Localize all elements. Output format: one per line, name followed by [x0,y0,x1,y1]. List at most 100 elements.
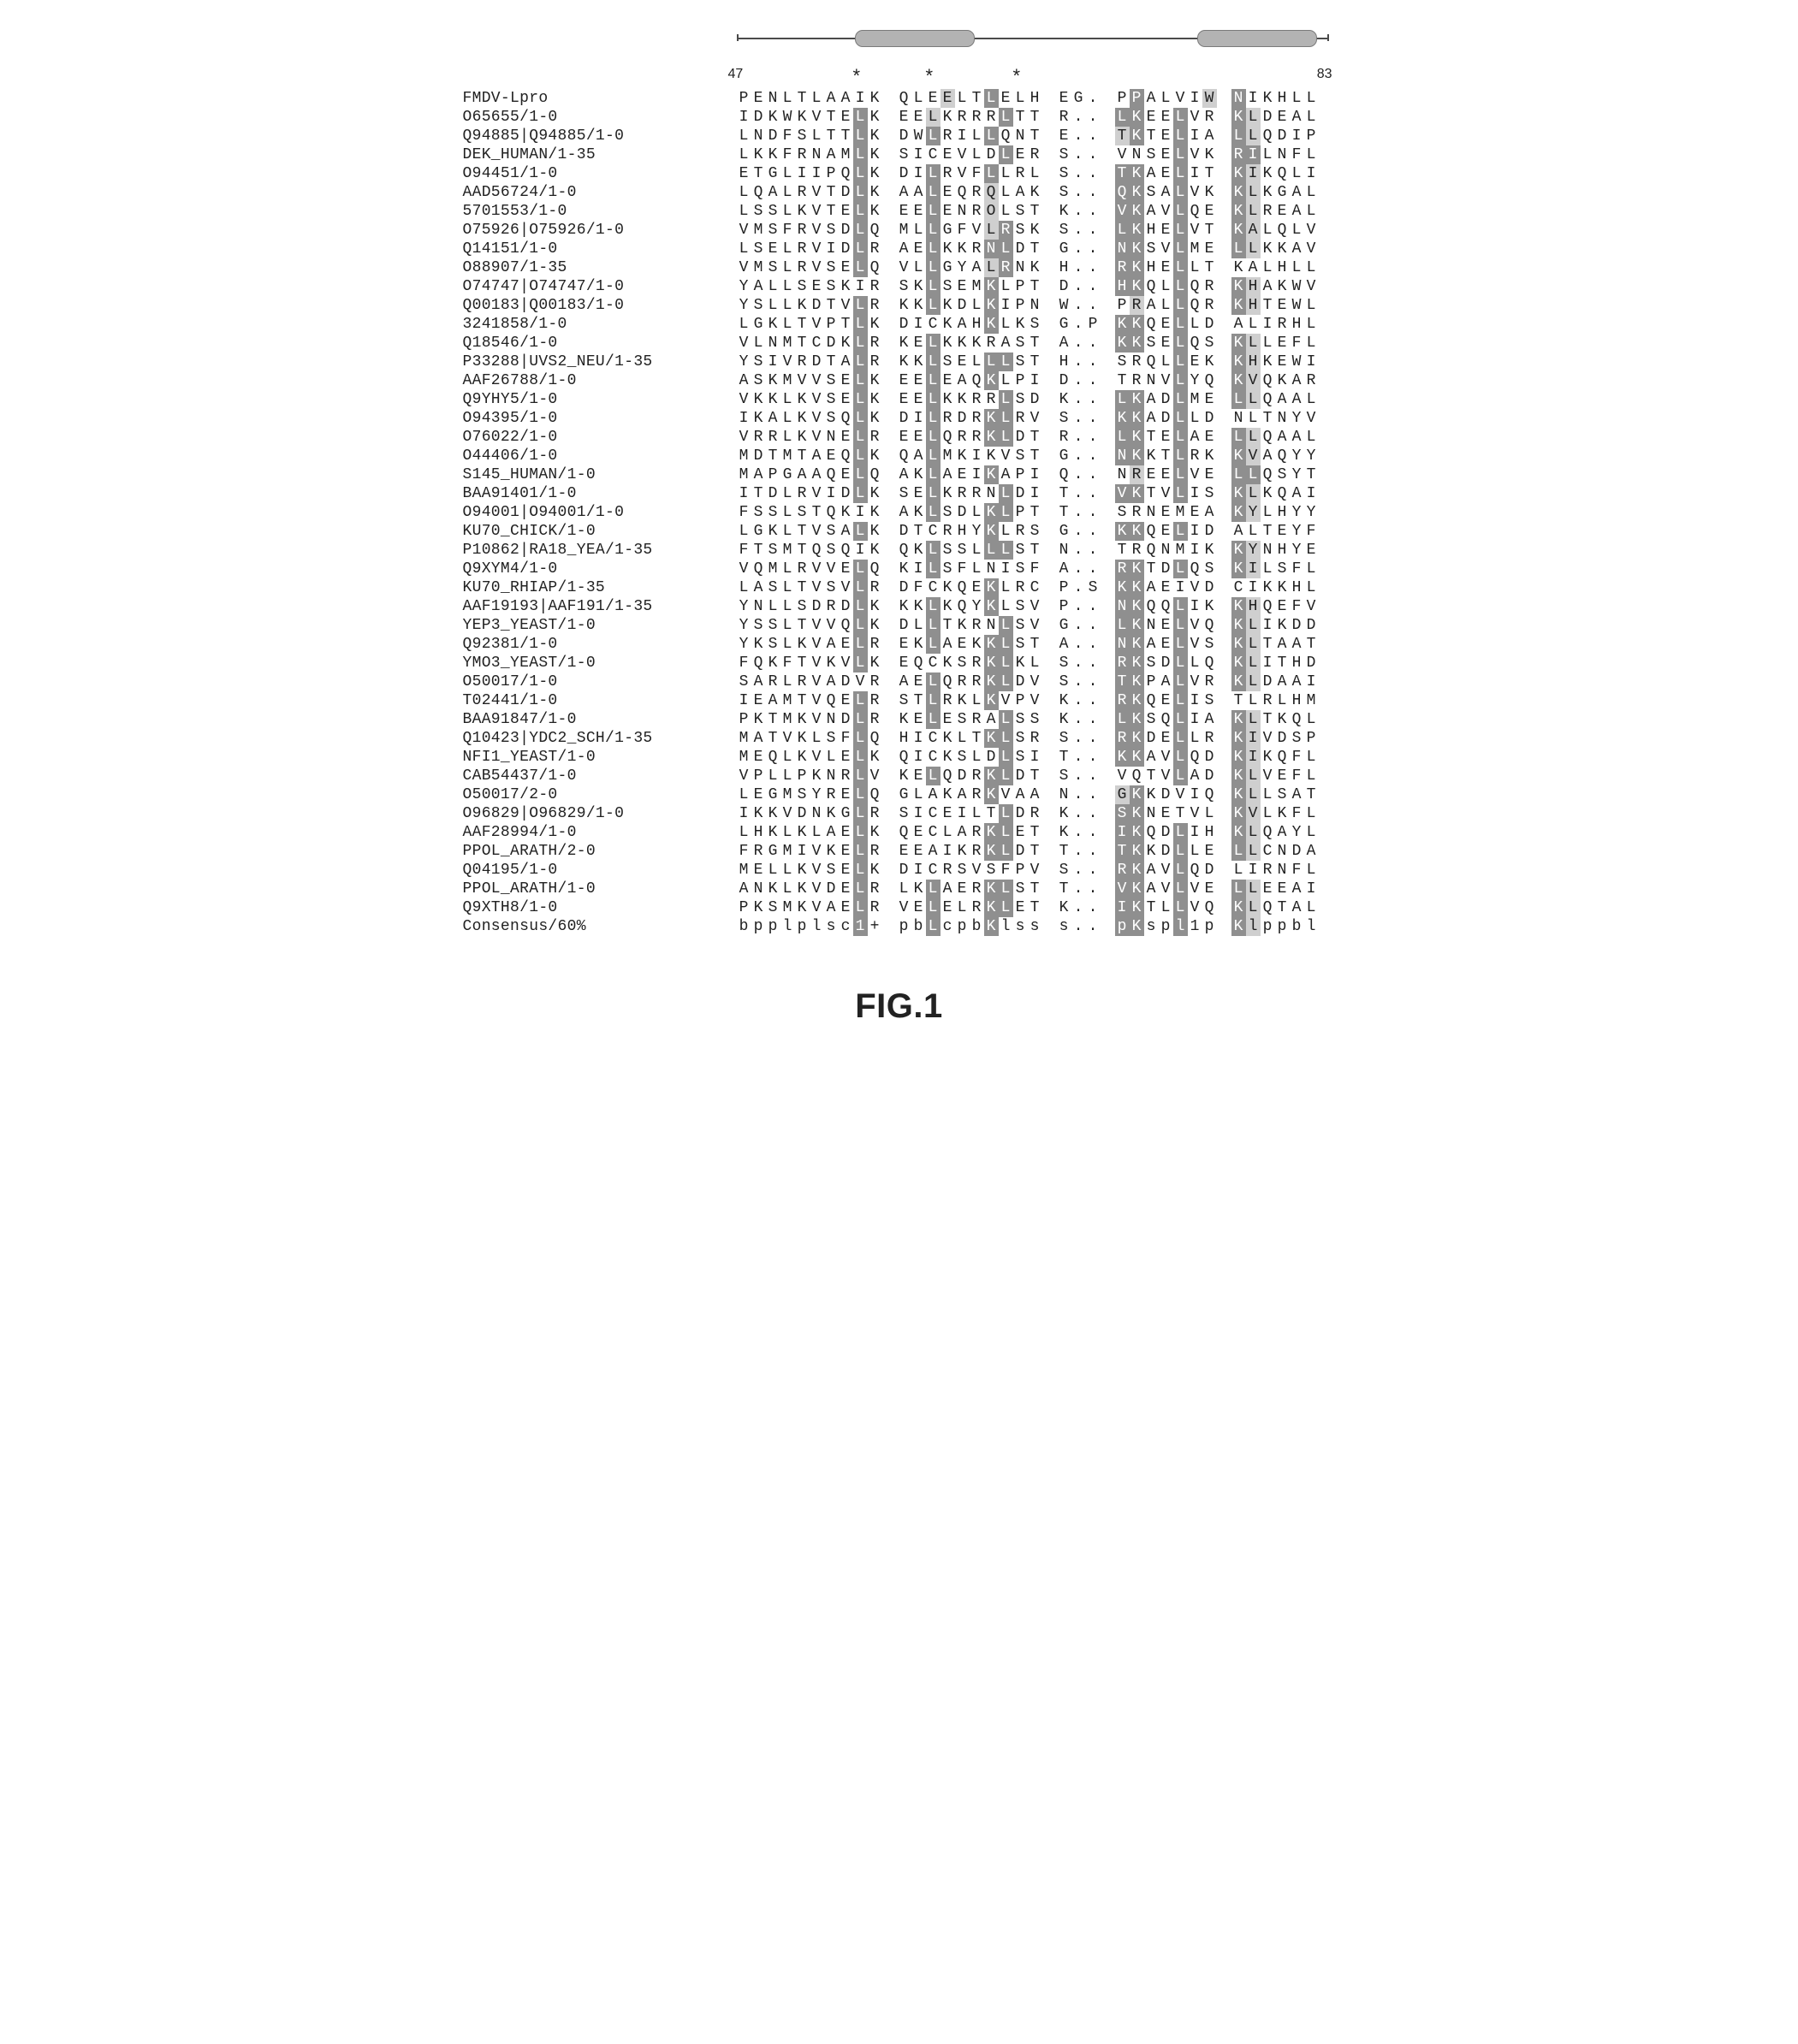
sequence-label: PPOL_ARATH/2-0 [463,842,737,861]
sequence-residues: LSSLKVTELK EELENROLST K.. VKAVLQE KLREAL [737,202,1319,221]
sequence-label: O65655/1-0 [463,108,737,127]
sequence-label: Q92381/1-0 [463,635,737,654]
alignment-row: O75926|O75926/1-0VMSFRVSDLQ MLLGFVLRSK S… [463,221,1336,240]
alignment-row: O88907/1-35VMSLRVSELQ VLLGYALRNK H.. RKH… [463,258,1336,277]
alignment-row: P33288|UVS2_NEU/1-35YSIVRDTALR KKLSELLLS… [463,353,1336,371]
alignment-row: O94451/1-0ETGLIIPQLK DILRVFLLRL S.. TKAE… [463,164,1336,183]
alignment-row: 5701553/1-0LSSLKVTELK EELENROLST K.. VKA… [463,202,1336,221]
sequence-label: Q18546/1-0 [463,334,737,353]
helix-icon [1197,30,1317,47]
helix-icon [855,30,975,47]
sequence-label: Q14151/1-0 [463,240,737,258]
alignment-row: AAD56724/1-0LQALRVTDLK AALEQRQLAK S.. QK… [463,183,1336,202]
alignment-row: Q94885|Q94885/1-0LNDFSLTTLK DWLRILLQNT E… [463,127,1336,145]
alignment-row: S145_HUMAN/1-0MAPGAAQELQ AKLAEIKAPI Q.. … [463,465,1336,484]
sequence-label: Q9XTH8/1-0 [463,898,737,917]
sequence-residues: YSIVRDTALR KKLSELLLST H.. SRQLLEK KHKEWI [737,353,1319,371]
sequence-residues: LQALRVTDLK AALEQRQLAK S.. QKSALVK KLKGAL [737,183,1319,202]
alignment-row: PPOL_ARATH/2-0FRGMIVKELR EEAIKRKLDT T.. … [463,842,1336,861]
sequence-residues: LNDFSLTTLK DWLRILLQNT E.. TKTELIA LLQDIP [737,127,1319,145]
sequence-label: KU70_RHIAP/1-35 [463,578,737,597]
sequence-label: Q9XYM4/1-0 [463,560,737,578]
sequence-residues: SARLRVADVR AELQRRKLDV S.. TKPALVR KLDAAI [737,672,1319,691]
alignment-row: BAA91847/1-0PKTMKVNDLR KELESRALSS K.. LK… [463,710,1336,729]
alignment-row: Q14151/1-0LSELRVIDLR AELKKRNLDT G.. NKSV… [463,240,1336,258]
alignment-row: KU70_RHIAP/1-35LASLTVSVLR DFCKQEKLRC P.S… [463,578,1336,597]
sequence-residues: LGKLTVSALK DTCRHYKLRS G.. KKQELID ALTEYF [737,522,1319,541]
sequence-residues: LEGMSYRELQ GLAKARKVAA N.. GKKDVIQ KLLSAT [737,785,1319,804]
sequence-label: O94001|O94001/1-0 [463,503,737,522]
sequence-residues: MDTMTAEQLK QALMKIKVST G.. NKKTLRK KVAQYY [737,447,1319,465]
sequence-label: AAF28994/1-0 [463,823,737,842]
conserved-position-marker: * [853,65,861,87]
sequence-label: DEK_HUMAN/1-35 [463,145,737,164]
sequence-label: FMDV-Lpro [463,89,737,108]
sequence-label: Q9YHY5/1-0 [463,390,737,409]
sequence-label: O74747|O74747/1-0 [463,277,737,296]
sequence-residues: VPLLPKNRLV KELQDRKLDT S.. VQTVLAD KLVEFL [737,767,1319,785]
alignment-row: O50017/1-0SARLRVADVR AELQRRKLDV S.. TKPA… [463,672,1336,691]
alignment-row: YEP3_YEAST/1-0YSSLTVVQLK DLLTKRNLSV G.. … [463,616,1336,635]
alignment-row: KU70_CHICK/1-0LGKLTVSALK DTCRHYKLRS G.. … [463,522,1336,541]
sequence-label: O94451/1-0 [463,164,737,183]
sequence-label: O50017/2-0 [463,785,737,804]
alignment-row: AAF26788/1-0ASKMVVSELK EELEAQKLPI D.. TR… [463,371,1336,390]
ruler-start: 47 [728,67,744,82]
sequence-label: KU70_CHICK/1-0 [463,522,737,541]
alignment-row: Q18546/1-0VLNMTCDKLR KELKKKRAST A.. KKSE… [463,334,1336,353]
alignment-row: CAB54437/1-0VPLLPKNRLV KELQDRKLDT S.. VQ… [463,767,1336,785]
sequence-residues: FSSLSTQKIK AKLSDLKLPT T.. SRNEMEA KYLHYY [737,503,1319,522]
sequence-residues: ITDLRVIDLK SELKRRNLDI T.. VKTVLIS KLKQAI [737,484,1319,503]
alignment-row: Q9XTH8/1-0PKSMKVAELR VELELRKLET K.. IKTL… [463,898,1336,917]
sequence-label: O75926|O75926/1-0 [463,221,737,240]
sequence-label: O50017/1-0 [463,672,737,691]
sequence-residues: LASLTVSVLR DFCKQEKLRC P.S KKAEIVD CIKKHL [737,578,1319,597]
alignment-row: DEK_HUMAN/1-35LKKFRNAMLK SICEVLDLER S.. … [463,145,1336,164]
alignment-row: Q9YHY5/1-0VKKLKVSELK EELKKRRLSD K.. LKAD… [463,390,1336,409]
sequence-label: Q00183|Q00183/1-0 [463,296,737,315]
sequence-label: O94395/1-0 [463,409,737,428]
sequence-label: O76022/1-0 [463,428,737,447]
sequence-residues: YNLLSDRDLK KKLKQYKLSV P.. NKQQLIK KHQEFV [737,597,1319,616]
sequence-residues: MELLKVSELK DICRSVSFPV S.. RKAVLQD LIRNFL [737,861,1319,880]
sequence-residues: VMSLRVSELQ VLLGYALRNK H.. RKHELLT KALHLL [737,258,1319,277]
alignment-row: O94001|O94001/1-0FSSLSTQKIK AKLSDLKLPT T… [463,503,1336,522]
sequence-residues: VRRLKVNELR EELQRRKLDT R.. LKTELAE LLQAAL [737,428,1319,447]
sequence-residues: YALLSESKIR SKLSEMKLPT D.. HKQLLQR KHAKWV [737,277,1319,296]
sequence-residues: MATVKLSFLQ HICKLTKLSR S.. RKDELLR KIVDSP [737,729,1319,748]
sequence-label: Q10423|YDC2_SCH/1-35 [463,729,737,748]
alignment-row: BAA91401/1-0ITDLRVIDLK SELKRRNLDI T.. VK… [463,484,1336,503]
sequence-label: AAF26788/1-0 [463,371,737,390]
alignment-row: 3241858/1-0LGKLTVPTLK DICKAHKLKS G.P KKQ… [463,315,1336,334]
alignment-row: O65655/1-0IDKWKVTELK EELKRRRLTT R.. LKEE… [463,108,1336,127]
sequence-residues: MAPGAAQELQ AKLAEIKAPI Q.. NREELVE LLQSYT [737,465,1319,484]
sequence-label: 5701553/1-0 [463,202,737,221]
sequence-residues: YKSLKVAELR EKLAEKKLST A.. NKAELVS KLTAAT [737,635,1319,654]
alignment-row: Q04195/1-0MELLKVSELK DICRSVSFPV S.. RKAV… [463,861,1336,880]
sequence-label: AAF19193|AAF191/1-35 [463,597,737,616]
sequence-residues: VQMLRVVELQ KILSFLNISF A.. RKTDLQS KILSFL [737,560,1319,578]
sequence-label: S145_HUMAN/1-0 [463,465,737,484]
alignment-row: O76022/1-0VRRLKVNELR EELQRRKLDT R.. LKTE… [463,428,1336,447]
alignment-row: O94395/1-0IKALKVSQLK DILRDRKLRV S.. KKAD… [463,409,1336,428]
sequence-residues: FQKFTVKVLK EQCKSRKLKL S.. RKSDLLQ KLITHD [737,654,1319,672]
alignment-row: O50017/2-0LEGMSYRELQ GLAKARKVAA N.. GKKD… [463,785,1336,804]
sequence-residues: YSSLTVVQLK DLLTKRNLSV G.. LKNELVQ KLIKDD [737,616,1319,635]
sequence-label: Q04195/1-0 [463,861,737,880]
sequence-residues: ETGLIIPQLK DILRVFLLRL S.. TKAELIT KIKQLI [737,164,1319,183]
sequence-residues: LGKLTVPTLK DICKAHKLKS G.P KKQELLD ALIRHL [737,315,1319,334]
sequence-residues: ASKMVVSELK EELEAQKLPI D.. TRNVLYQ KVQKAR [737,371,1319,390]
alignment-row: O74747|O74747/1-0YALLSESKIR SKLSEMKLPT D… [463,277,1336,296]
alignment-row: FMDV-LproPENLTLAAIK QLEELTLELH EG. PPALV… [463,89,1336,108]
sequence-residues: IKALKVSQLK DILRDRKLRV S.. KKADLLD NLTNYV [737,409,1319,428]
alignment-row: Consensus/60%bpplplsc1+ pbLcpbKlss s.. p… [463,917,1336,936]
sequence-residues: PKTMKVNDLR KELESRALSS K.. LKSQLIA KLTKQL [737,710,1319,729]
alignment-row: Q10423|YDC2_SCH/1-35MATVKLSFLQ HICKLTKLS… [463,729,1336,748]
sequence-residues: PENLTLAAIK QLEELTLELH EG. PPALVIW NIKHLL [737,89,1319,108]
sequence-residues: LSELRVIDLR AELKKRNLDT G.. NKSVLME LLKKAV [737,240,1319,258]
sequence-residues: ANKLKVDELR LKLAERKLST T.. VKAVLVE LLEEAI [737,880,1319,898]
sequence-residues: IDKWKVTELK EELKRRRLTT R.. LKEELVR KLDEAL [737,108,1319,127]
sequence-residues: LHKLKLAELK QECLARKLET K.. IKQDLIH KLQAYL [737,823,1319,842]
alignment-row: T02441/1-0IEAMTVQELR STLRKLKVPV K.. RKQE… [463,691,1336,710]
alignment-row: YMO3_YEAST/1-0FQKFTVKVLK EQCKSRKLKL S.. … [463,654,1336,672]
